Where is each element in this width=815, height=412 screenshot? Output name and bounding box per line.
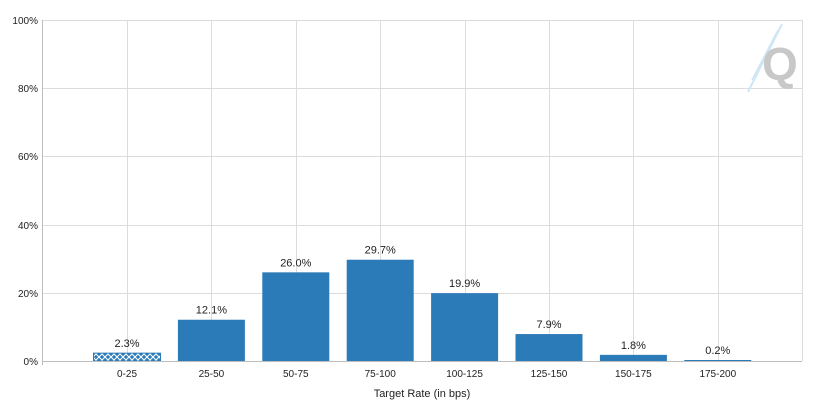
data-label-50-75: 26.0% (280, 257, 311, 269)
x-tick-label-25-50: 25-50 (199, 369, 225, 380)
x-axis-title: Target Rate (in bps) (374, 388, 471, 400)
y-tick-label: 60% (18, 152, 38, 163)
data-label-175-200: 0.2% (705, 345, 730, 357)
x-tick-label-75-100: 75-100 (365, 369, 397, 380)
data-label-0-25: 2.3% (114, 338, 139, 350)
bar-0-25[interactable] (93, 352, 161, 362)
data-label-25-50: 12.1% (196, 305, 227, 317)
y-tick-label: 80% (18, 84, 38, 95)
watermark-q: Q (762, 38, 798, 90)
bar-75-100[interactable] (346, 259, 414, 361)
axes: 0% 20% 40% 60% 80% 100% 0-25 25-50 50-75 75-100 10… (12, 16, 802, 380)
y-tick-label: 0% (24, 357, 39, 368)
x-tick-label-150-175: 150-175 (615, 369, 652, 380)
bar-175-200[interactable] (684, 360, 752, 361)
x-tick-label-125-150: 125-150 (531, 369, 568, 380)
bar-125-150[interactable] (515, 334, 583, 361)
data-label-75-100: 29.7% (365, 245, 396, 257)
x-tick-label-0-25: 0-25 (117, 369, 137, 380)
x-tick-label-175-200: 175-200 (699, 369, 736, 380)
q-watermark-logo: Q (747, 23, 798, 93)
y-tick-label: 20% (18, 289, 38, 300)
y-tick-label: 40% (18, 221, 38, 232)
data-label-100-125: 19.9% (449, 278, 480, 290)
data-labels: 2.3% 12.1% 26.0% 29.7% 19.9% 7.9% 1.8% 0.2% (114, 245, 730, 357)
data-label-150-175: 1.8% (621, 340, 646, 352)
gridlines (42, 20, 803, 362)
x-tick-label-100-125: 100-125 (446, 369, 483, 380)
data-label-125-150: 7.9% (536, 319, 561, 331)
x-tick-label-50-75: 50-75 (283, 369, 309, 380)
bar-150-175[interactable] (599, 354, 667, 361)
bar-50-75[interactable] (262, 272, 330, 361)
bar-25-50[interactable] (177, 319, 245, 361)
bars (93, 259, 752, 362)
y-tick-label: 100% (12, 16, 38, 27)
bar-100-125[interactable] (431, 293, 499, 361)
